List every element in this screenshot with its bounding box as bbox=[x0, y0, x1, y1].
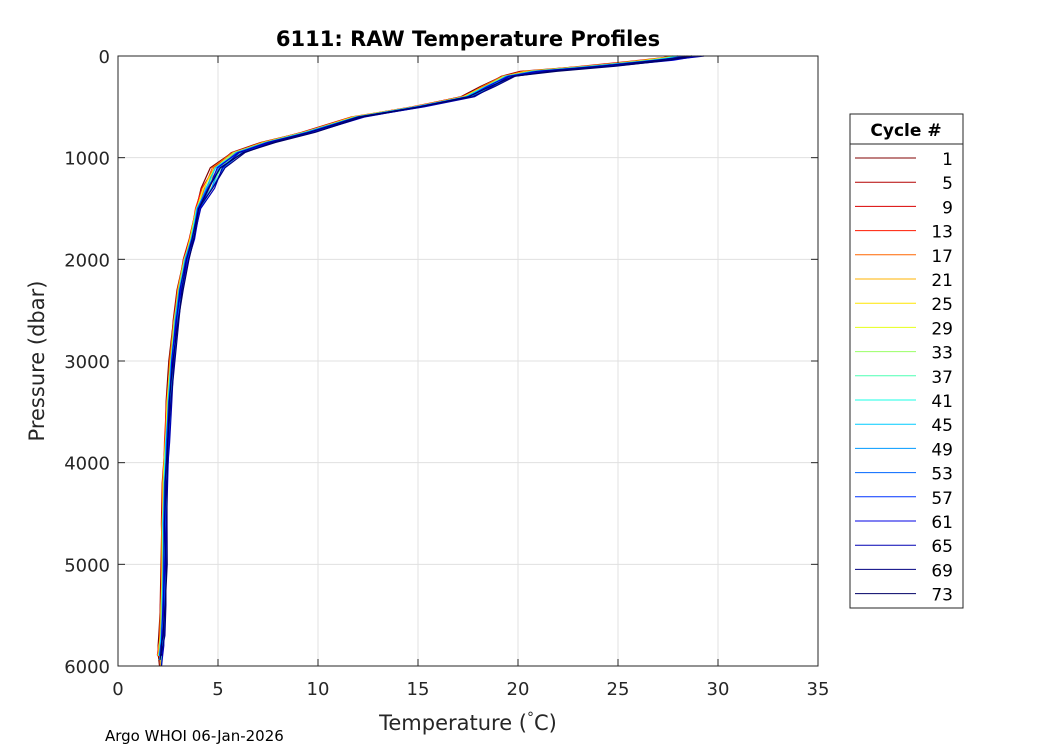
legend-box bbox=[849, 113, 964, 609]
y-tick-label: 5000 bbox=[64, 555, 110, 576]
legend: Cycle # 1 5 9 13 17 21 25 29 33 37 41 45 49 53 57 61 65 6… bbox=[849, 113, 964, 609]
legend-entries: 1 5 9 13 17 21 25 29 33 37 41 45 49 53 57 61 65 69 73 bbox=[855, 150, 953, 606]
profile-lines bbox=[156, 55, 705, 667]
footer-credit: Argo WHOI 06-Jan-2026 bbox=[105, 727, 284, 745]
legend-label-1: 1 bbox=[942, 150, 953, 170]
profile-line-cycle-69 bbox=[159, 55, 693, 660]
grid-lines bbox=[118, 56, 818, 666]
x-tick-label: 5 bbox=[212, 679, 223, 700]
x-tick-label: 15 bbox=[407, 679, 430, 700]
legend-label-33: 33 bbox=[931, 344, 953, 364]
y-tick-label: 3000 bbox=[64, 352, 110, 373]
legend-label-57: 57 bbox=[931, 489, 953, 509]
legend-title: Cycle # bbox=[870, 121, 941, 141]
legend-label-37: 37 bbox=[931, 368, 953, 388]
legend-label-45: 45 bbox=[931, 416, 953, 436]
legend-label-21: 21 bbox=[931, 271, 953, 291]
x-axis-ticks: 0 5 10 15 20 25 30 35 bbox=[112, 56, 829, 700]
legend-label-9: 9 bbox=[942, 198, 953, 218]
x-axis-label-prefix: Temperature ( bbox=[378, 711, 527, 735]
legend-label-13: 13 bbox=[931, 223, 953, 243]
x-axis-label-degree: ° bbox=[527, 710, 534, 726]
y-tick-label: 1000 bbox=[64, 149, 110, 170]
legend-label-25: 25 bbox=[931, 295, 953, 315]
legend-label-69: 69 bbox=[931, 561, 953, 581]
x-axis-label-suffix: C) bbox=[534, 711, 557, 735]
legend-label-65: 65 bbox=[931, 537, 953, 557]
x-tick-label: 10 bbox=[307, 679, 330, 700]
legend-label-73: 73 bbox=[931, 586, 953, 606]
x-axis-label: Temperature (°C) bbox=[378, 710, 557, 735]
y-tick-label: 4000 bbox=[64, 454, 110, 475]
profile-line-cycle-73 bbox=[159, 55, 693, 659]
legend-label-41: 41 bbox=[931, 392, 953, 412]
legend-label-29: 29 bbox=[931, 319, 953, 339]
legend-label-5: 5 bbox=[942, 174, 953, 194]
legend-label-49: 49 bbox=[931, 440, 953, 460]
x-tick-label: 35 bbox=[807, 679, 830, 700]
y-tick-label: 2000 bbox=[64, 250, 110, 271]
x-tick-label: 20 bbox=[507, 679, 530, 700]
y-axis-ticks: 0 1000 2000 3000 4000 5000 6000 bbox=[64, 47, 818, 678]
x-tick-label: 30 bbox=[707, 679, 730, 700]
x-tick-label: 0 bbox=[112, 679, 123, 700]
legend-label-17: 17 bbox=[931, 247, 953, 267]
legend-label-53: 53 bbox=[931, 465, 953, 485]
y-tick-label: 6000 bbox=[64, 657, 110, 678]
y-tick-label: 0 bbox=[99, 47, 110, 68]
legend-label-61: 61 bbox=[931, 513, 953, 533]
y-axis-label: Pressure (dbar) bbox=[25, 281, 49, 442]
chart-title: 6111: RAW Temperature Profiles bbox=[276, 27, 660, 51]
x-tick-label: 25 bbox=[607, 679, 630, 700]
